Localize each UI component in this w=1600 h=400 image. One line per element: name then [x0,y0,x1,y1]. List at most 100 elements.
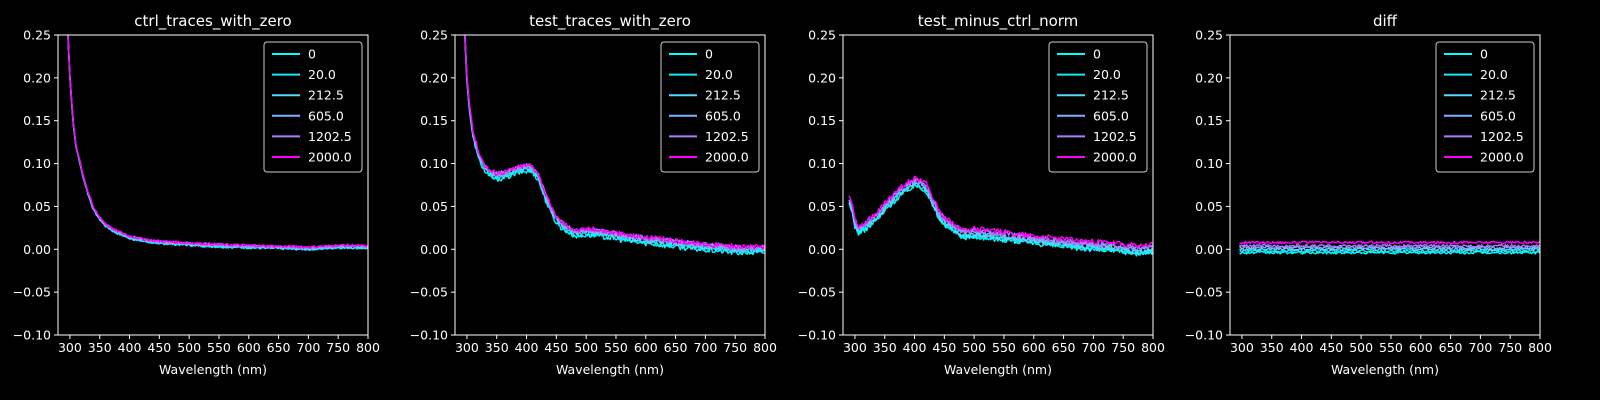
panel-title: test_minus_ctrl_norm [918,12,1079,31]
x-tick-label: 550 [604,340,628,355]
series-group [464,35,765,256]
legend-label: 1202.5 [308,129,352,144]
y-tick-label: −0.10 [798,328,836,343]
x-tick-label: 750 [1498,340,1522,355]
x-tick-label: 700 [693,340,717,355]
legend-label: 212.5 [1093,88,1129,103]
legend-label: 212.5 [705,88,741,103]
series-line-2000.0 [848,175,1153,249]
legend: 0 20.0 212.5 605.0 1202.5 2000.0 [660,41,760,173]
legend-label: 20.0 [705,67,733,82]
series-line-2000.0 [1239,240,1540,245]
series-group [67,35,368,252]
x-tick-label: 450 [1319,340,1343,355]
series-line-20.0 [1239,249,1540,253]
panel-3: test_minus_ctrl_norm −0.10 −0.05 0.00 0.05 0.… [798,12,1165,377]
x-tick-label: 300 [1230,340,1254,355]
x-tick-label: 350 [485,340,509,355]
legend-label: 1202.5 [705,129,749,144]
y-tick-label: 0.15 [420,113,448,128]
x-tick-label: 350 [1260,340,1284,355]
y-tick-label: 0.25 [808,28,836,43]
x-tick-label: 550 [992,340,1016,355]
y-tick-label: 0.15 [1195,113,1223,128]
x-tick-label: 750 [326,340,350,355]
y-tick-label: 0.20 [1195,70,1223,85]
legend-label: 605.0 [705,108,741,123]
legend: 0 20.0 212.5 605.0 1202.5 2000.0 [1048,41,1148,173]
y-tick-label: −0.05 [798,285,836,300]
x-tick-label: 750 [723,340,747,355]
y-tick-label: 0.10 [808,156,836,171]
y-tick-label: 0.25 [1195,28,1223,43]
y-tick-label: 0.25 [420,28,448,43]
legend-label: 212.5 [1480,88,1516,103]
y-tick-label: 0.10 [1195,156,1223,171]
x-tick-label: 400 [515,340,539,355]
legend-label: 0 [308,47,316,62]
panel-1: ctrl_traces_with_zero −0.10 −0.05 0.00 0.05 0… [13,12,380,377]
series-group [848,175,1153,257]
legend-label: 2000.0 [1480,150,1524,165]
x-tick-label: 550 [1379,340,1403,355]
y-tick-label: −0.10 [1185,328,1223,343]
series-line-212.5 [848,180,1153,254]
x-tick-label: 600 [1022,340,1046,355]
x-axis-label: Wavelength (nm) [1331,362,1439,377]
legend: 0 20.0 212.5 605.0 1202.5 2000.0 [1435,41,1535,173]
y-tick-label: 0.20 [420,70,448,85]
legend: 0 20.0 212.5 605.0 1202.5 2000.0 [263,41,363,173]
x-tick-label: 750 [1111,340,1135,355]
x-tick-label: 800 [356,340,380,355]
series-line-2000.0 [464,35,765,250]
legend-label: 212.5 [308,88,344,103]
series-line-2000.0 [67,35,368,249]
x-tick-label: 800 [753,340,777,355]
x-tick-label: 550 [207,340,231,355]
x-tick-label: 500 [1349,340,1373,355]
x-tick-label: 500 [574,340,598,355]
x-tick-label: 600 [1409,340,1433,355]
y-tick-label: −0.05 [1185,285,1223,300]
x-tick-label: 800 [1141,340,1165,355]
x-tick-label: 600 [237,340,261,355]
legend-label: 20.0 [1093,67,1121,82]
y-tick-label: 0.05 [808,199,836,214]
x-tick-label: 400 [903,340,927,355]
legend-label: 605.0 [1093,108,1129,123]
y-tick-label: 0.05 [23,199,51,214]
y-tick-label: 0.20 [808,70,836,85]
y-tick-label: 0.05 [420,199,448,214]
axes-frame [1229,34,1541,336]
legend-label: 605.0 [308,108,344,123]
x-tick-label: 800 [1528,340,1552,355]
series-group [1239,240,1540,255]
y-tick-label: 0.05 [1195,199,1223,214]
axes-frame [57,34,369,336]
x-tick-label: 650 [664,340,688,355]
legend-label: 0 [705,47,713,62]
x-tick-label: 300 [455,340,479,355]
panel-title: diff [1373,12,1398,30]
panel-4: diff −0.10 −0.05 0.00 0.05 0.10 0.15 0.20 0.25 30… [1185,12,1552,377]
x-tick-label: 650 [1052,340,1076,355]
y-tick-label: 0.15 [808,113,836,128]
x-tick-label: 350 [873,340,897,355]
y-tick-label: 0.15 [23,113,51,128]
x-tick-label: 700 [1081,340,1105,355]
legend-label: 605.0 [1480,108,1516,123]
x-tick-label: 400 [118,340,142,355]
x-tick-label: 700 [296,340,320,355]
y-tick-label: 0.00 [808,242,836,257]
series-line-0 [1239,250,1540,255]
x-tick-label: 600 [634,340,658,355]
x-axis-label: Wavelength (nm) [556,362,664,377]
y-tick-label: 0.25 [23,28,51,43]
panel-title: test_traces_with_zero [529,12,691,31]
legend-label: 20.0 [1480,67,1508,82]
y-tick-label: 0.10 [23,156,51,171]
legend-label: 2000.0 [1093,150,1137,165]
legend-label: 2000.0 [308,150,352,165]
series-line-605.0 [848,179,1153,252]
legend-label: 2000.0 [705,150,749,165]
